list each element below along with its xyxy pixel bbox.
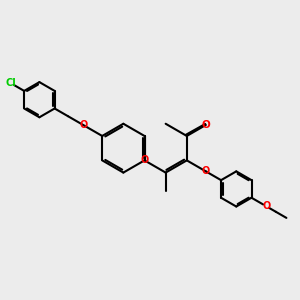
Text: O: O xyxy=(202,167,210,176)
Text: Cl: Cl xyxy=(5,78,16,88)
Text: O: O xyxy=(79,120,87,130)
Text: O: O xyxy=(202,120,210,130)
Text: O: O xyxy=(140,155,148,165)
Text: O: O xyxy=(262,201,270,211)
